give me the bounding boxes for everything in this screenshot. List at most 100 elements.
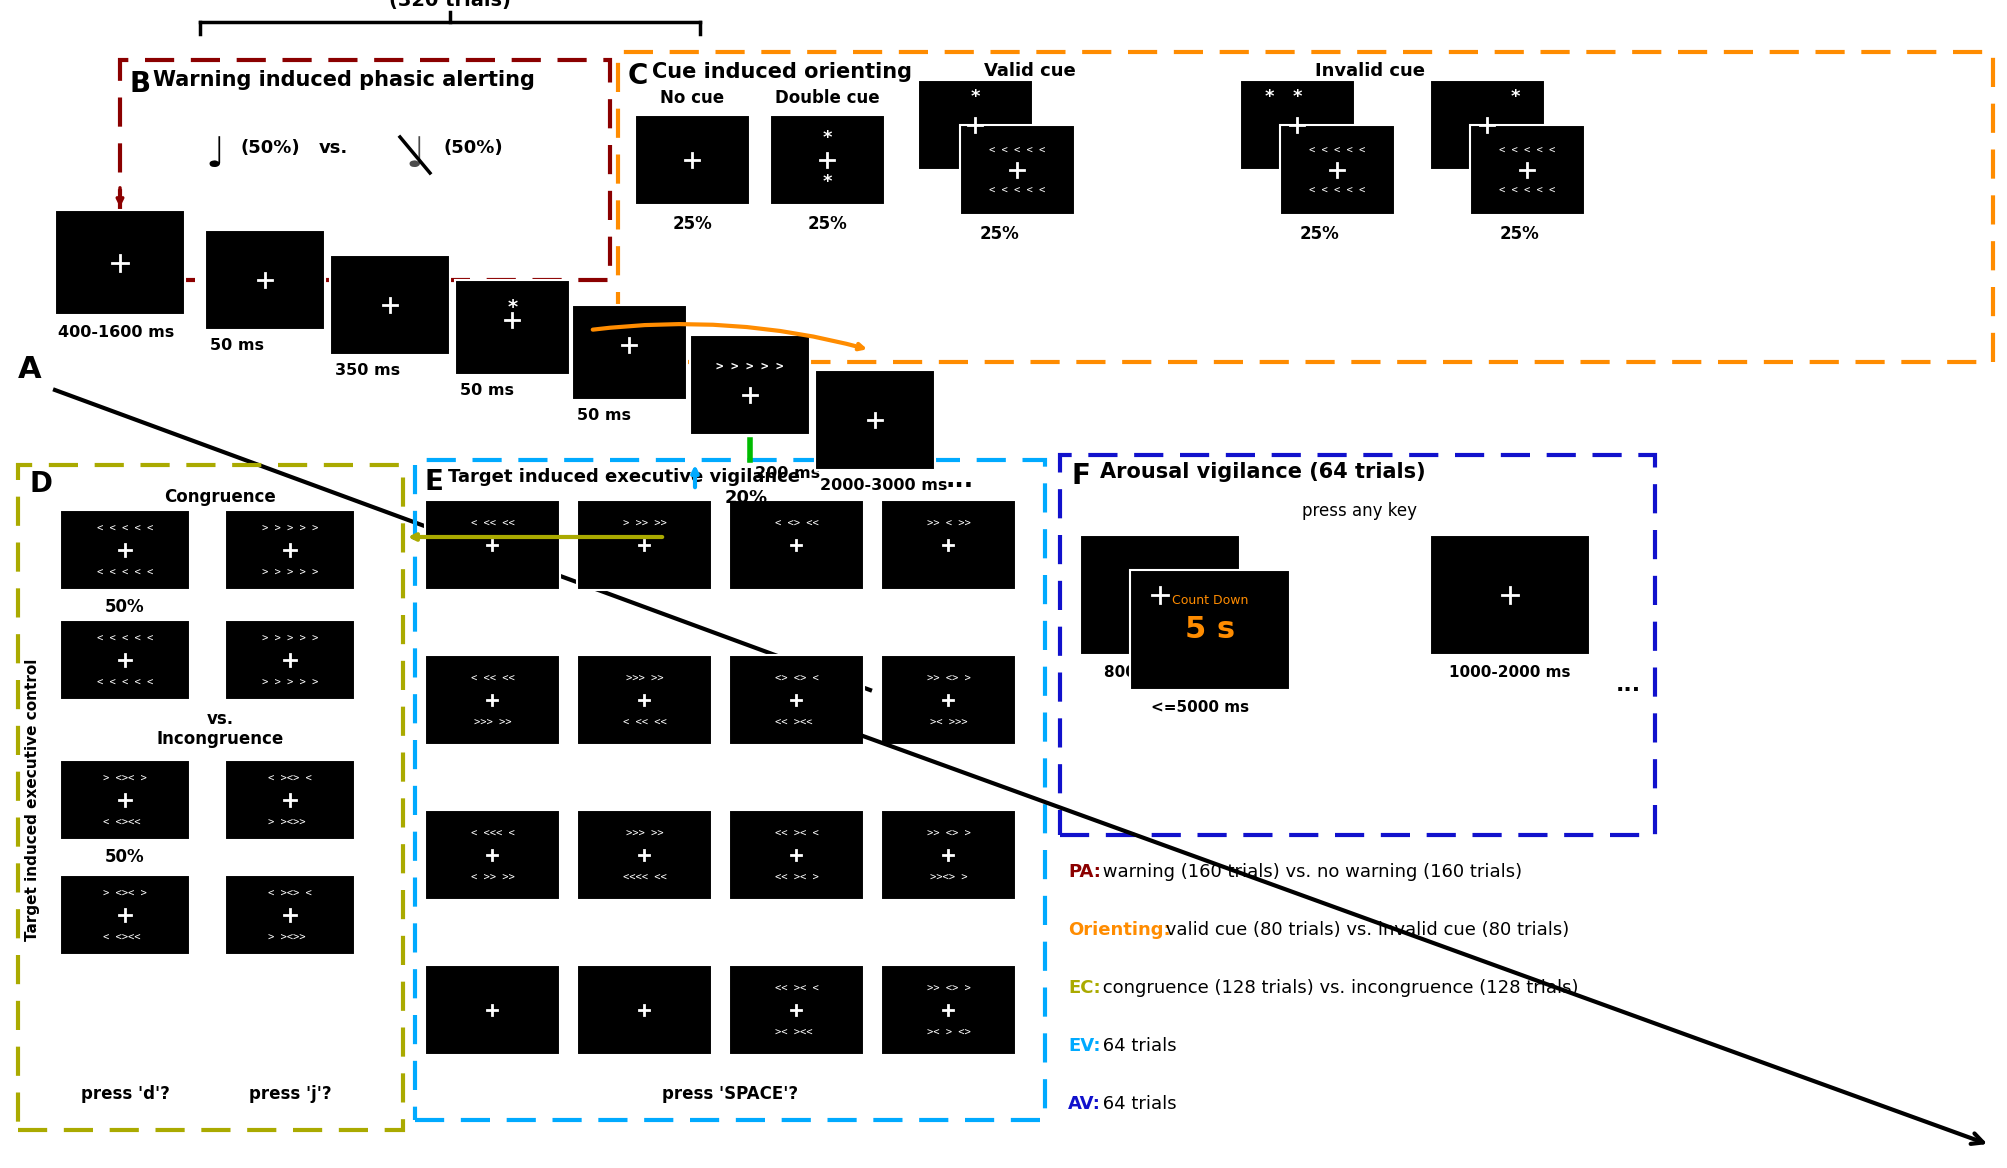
Text: Incongruence: Incongruence [157, 730, 283, 748]
Bar [576, 500, 712, 590]
Text: *: * [508, 298, 518, 317]
Text: No cue: No cue [660, 89, 725, 107]
Bar [690, 335, 809, 434]
Text: < << <<: < << << [470, 673, 514, 683]
Text: 50 ms: 50 ms [460, 383, 514, 398]
Text: Target induced executive vigilance: Target induced executive vigilance [448, 468, 799, 486]
Bar [634, 114, 751, 206]
Bar [881, 965, 1016, 1055]
Bar [881, 500, 1016, 590]
Text: > > > > >: > > > > > [716, 361, 783, 374]
Text: 200 ms: 200 ms [755, 466, 819, 481]
Text: > > > > >: > > > > > [261, 523, 317, 533]
Text: > <>< >: > <>< > [102, 773, 147, 783]
Text: A: A [18, 355, 42, 384]
Text: press 'd'?: press 'd'? [80, 1085, 169, 1103]
Text: < <><<: < <><< [102, 932, 147, 943]
Bar [60, 510, 191, 590]
Bar [225, 760, 355, 840]
Text: >< > <>: >< > <> [925, 1027, 969, 1037]
Text: valid cue (80 trials) vs. invalid cue (80 trials): valid cue (80 trials) vs. invalid cue (8… [1160, 922, 1567, 939]
Bar [425, 500, 560, 590]
Text: 25%: 25% [979, 225, 1020, 243]
Text: (50%): (50%) [444, 139, 502, 157]
Text: Orienting:: Orienting: [1068, 922, 1170, 939]
Text: *: * [969, 88, 979, 106]
Text: 25%: 25% [1499, 225, 1539, 243]
Text: < >> >>: < >> >> [470, 872, 514, 882]
Text: >><> >: >><> > [929, 872, 967, 882]
Text: > > > > >: > > > > > [261, 677, 317, 687]
Text: 64 trials: 64 trials [1096, 1037, 1176, 1055]
Text: << >< <: << >< < [775, 828, 819, 837]
Bar [456, 280, 570, 375]
Text: < < < < <: < < < < < [1499, 145, 1555, 155]
Bar [60, 620, 191, 700]
Text: Congruence: Congruence [165, 488, 275, 506]
Text: *: * [1509, 88, 1519, 106]
Bar [1429, 79, 1543, 171]
Text: >>> >>: >>> >> [626, 828, 662, 837]
Text: > >> >>: > >> >> [622, 517, 666, 528]
Bar [54, 210, 185, 315]
Text: ...: ... [945, 468, 973, 492]
Text: *: * [1293, 88, 1303, 106]
Text: press 'SPACE'?: press 'SPACE'? [662, 1085, 797, 1103]
Text: >> < >>: >> < >> [925, 517, 969, 528]
Bar [1429, 535, 1590, 655]
Bar [18, 465, 403, 1129]
Text: >> <> >: >> <> > [925, 673, 969, 683]
Text: C: C [628, 62, 648, 90]
Text: press any key: press any key [1303, 502, 1417, 520]
Bar [1080, 535, 1240, 655]
Text: << >< <: << >< < [775, 983, 819, 993]
Bar [572, 305, 686, 399]
Text: < < < < <: < < < < < [96, 677, 153, 687]
Text: vs.: vs. [207, 710, 233, 728]
Text: 350 ms: 350 ms [335, 363, 399, 378]
Text: EC:: EC: [1068, 979, 1100, 997]
Text: < << <<: < << << [470, 517, 514, 528]
Text: warning (160 trials) vs. no warning (160 trials): warning (160 trials) vs. no warning (160… [1096, 863, 1521, 881]
Bar [225, 510, 355, 590]
Text: press 'j'?: press 'j'? [249, 1085, 331, 1103]
Text: B: B [130, 70, 151, 98]
Text: Cue induced orienting: Cue induced orienting [652, 62, 911, 82]
Bar [576, 965, 712, 1055]
Bar [881, 655, 1016, 745]
Bar [1278, 125, 1395, 215]
Bar [1240, 79, 1355, 171]
Bar [618, 53, 1993, 362]
Bar [415, 460, 1044, 1120]
Text: Double cue: Double cue [775, 89, 879, 107]
Text: < << <<: < << << [622, 717, 666, 726]
Text: << >< >: << >< > [775, 872, 819, 882]
Text: 800-2000 ms: 800-2000 ms [1104, 665, 1214, 680]
Bar [769, 114, 885, 206]
Bar [1060, 456, 1654, 835]
Text: 50%: 50% [104, 598, 145, 616]
Text: >< >>>: >< >>> [929, 717, 967, 726]
Text: >>> >>: >>> >> [626, 673, 662, 683]
Text: 50 ms: 50 ms [211, 338, 263, 353]
Text: >>> >>: >>> >> [474, 717, 512, 726]
Text: > > > > >: > > > > > [261, 566, 317, 577]
Text: congruence (128 trials) vs. incongruence (128 trials): congruence (128 trials) vs. incongruence… [1096, 979, 1578, 997]
Bar [1469, 125, 1584, 215]
Text: ...: ... [1616, 675, 1640, 695]
Text: 2000-3000 ms: 2000-3000 ms [819, 478, 947, 493]
Bar [1130, 570, 1288, 690]
Text: < < < < <: < < < < < [1309, 185, 1365, 195]
Text: >> <> >: >> <> > [925, 828, 969, 837]
Text: <> <> <: <> <> < [775, 673, 819, 683]
Text: 25%: 25% [807, 215, 847, 232]
Bar [729, 655, 863, 745]
Text: F: F [1072, 463, 1090, 491]
Text: 20%: 20% [725, 489, 769, 507]
Text: PA:: PA: [1068, 863, 1100, 881]
Text: 1000-2000 ms: 1000-2000 ms [1449, 665, 1569, 680]
Text: 80%: 80% [514, 512, 556, 530]
Text: Valid cue: Valid cue [983, 62, 1076, 79]
Text: ♩: ♩ [405, 134, 425, 176]
Text: *: * [1264, 88, 1274, 106]
